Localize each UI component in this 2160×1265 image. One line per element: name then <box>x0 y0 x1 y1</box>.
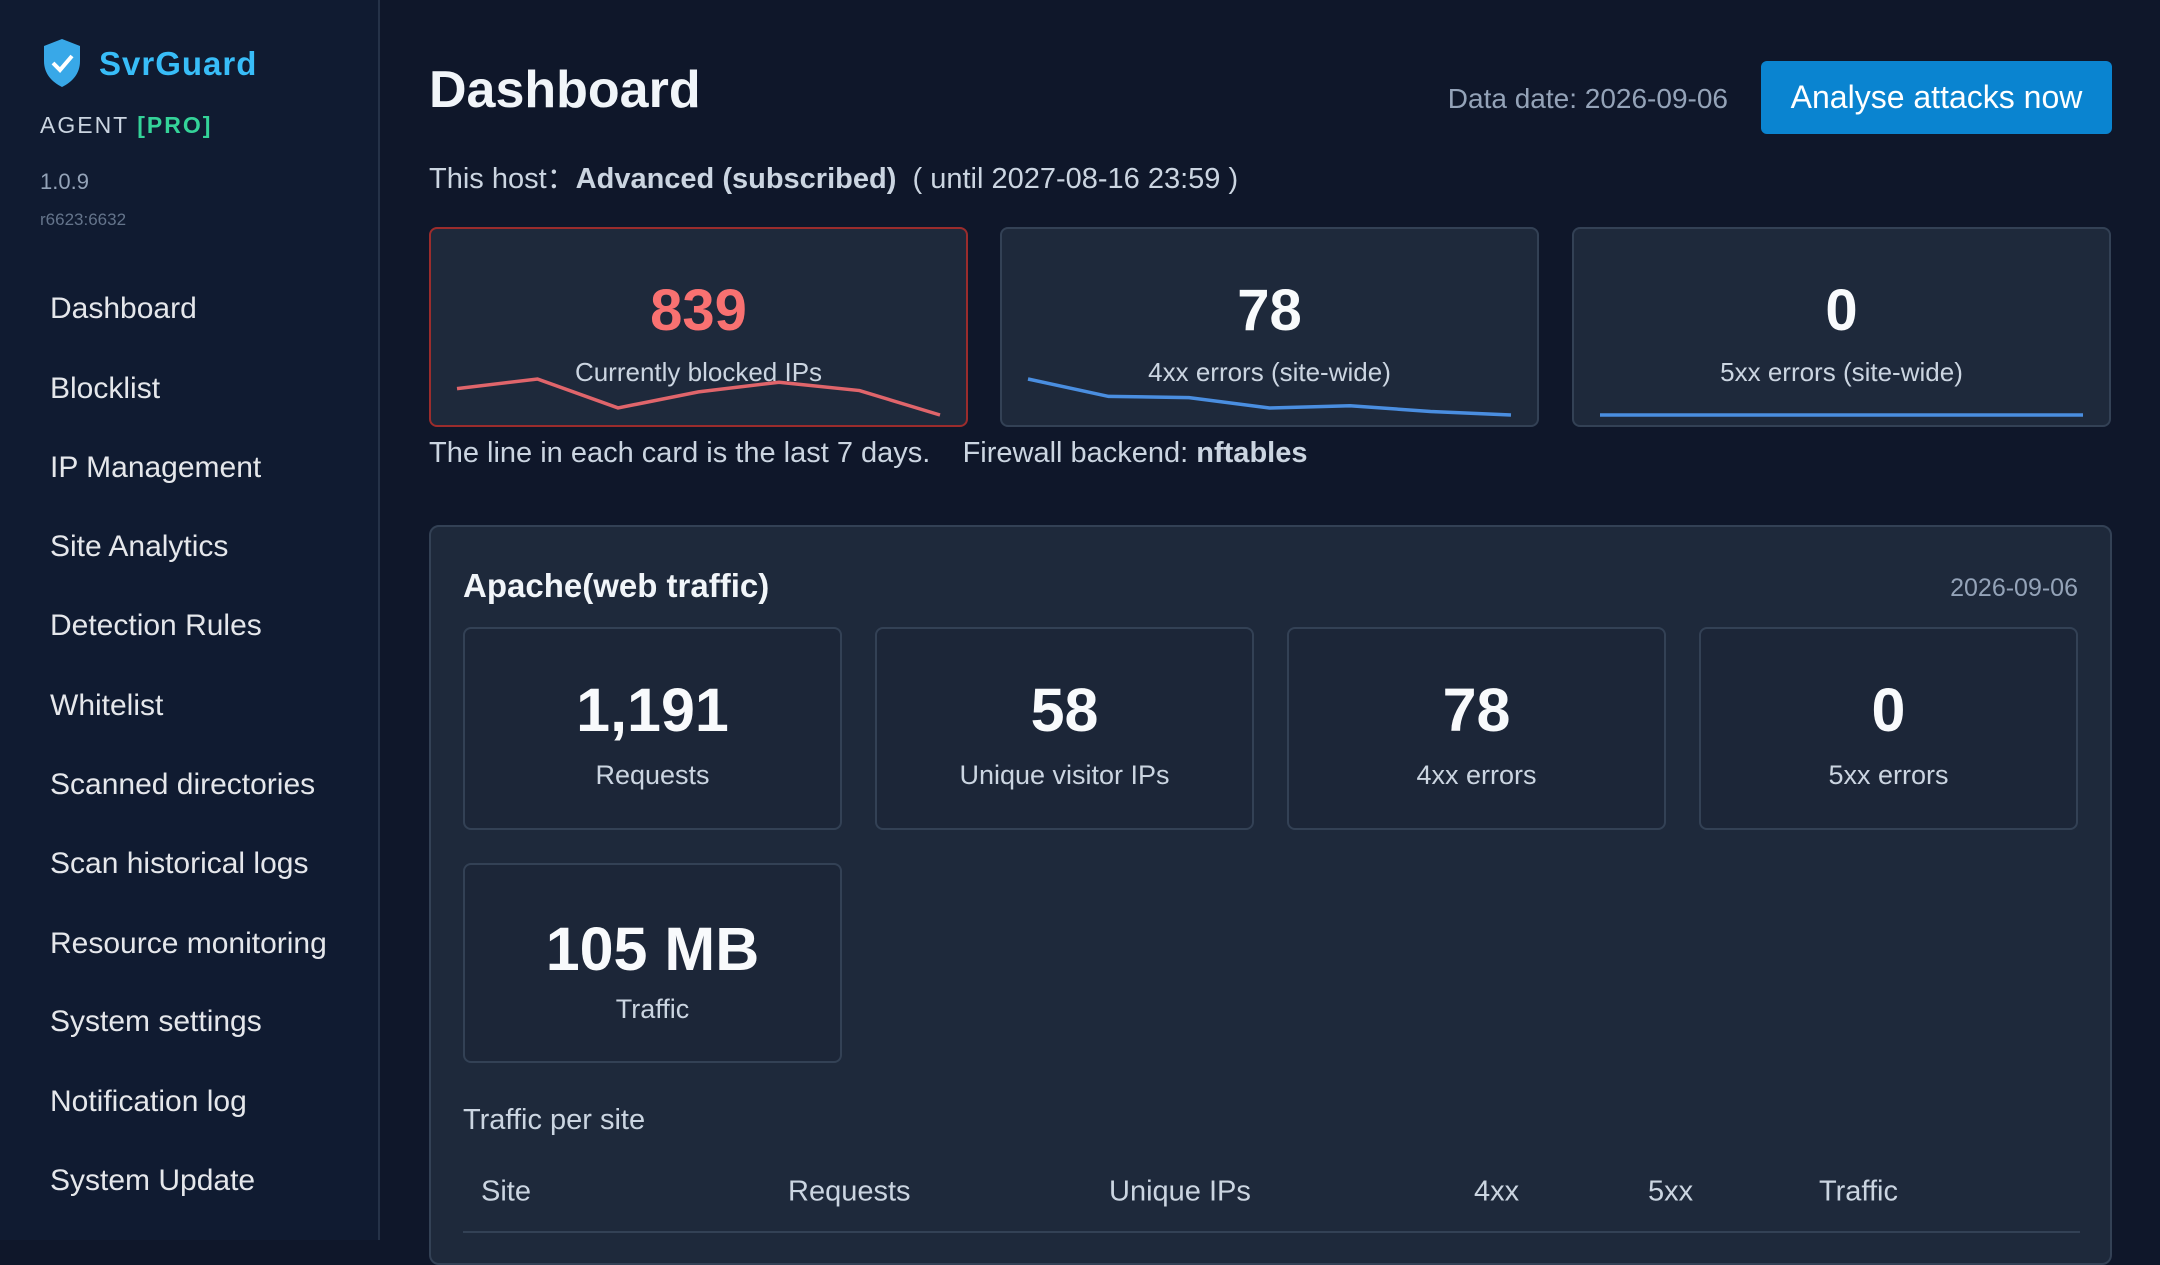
traffic-title: Traffic per site <box>463 1104 646 1136</box>
stat-card: 78 4xx errors (site-wide) <box>1000 227 1539 427</box>
stat-card: 0 5xx errors (site-wide) <box>1572 227 2111 427</box>
agent-label: AGENT <box>40 112 129 138</box>
nav-item[interactable]: Scan historical logs <box>50 847 309 880</box>
sparkline <box>456 377 941 417</box>
nav-item[interactable]: IP Management <box>50 451 262 484</box>
metric-label: Unique visitor IPs <box>959 760 1170 790</box>
page-title: Dashboard <box>429 61 701 119</box>
line-note: The line in each card is the last 7 days… <box>429 437 931 469</box>
metric-label: Requests <box>595 760 710 790</box>
metric-card: 105 MB Traffic <box>463 863 842 1063</box>
plan-badge: [PRO] <box>137 112 213 138</box>
panel-title: Apache(web traffic) <box>463 567 770 604</box>
stat-card: 839 Currently blocked IPs <box>429 227 968 427</box>
nav-item[interactable]: Dashboard <box>50 292 197 325</box>
notes: The line in each card is the last 7 days… <box>429 437 1307 470</box>
nav-item[interactable]: System Update <box>50 1164 256 1197</box>
host-plan: Advanced (subscribed) <box>575 163 897 195</box>
data-date: Data date: 2026-09-06 <box>1447 83 1728 114</box>
version: 1.0.9 <box>40 169 89 194</box>
metric-value: 58 <box>1030 676 1099 744</box>
logo <box>44 39 80 87</box>
metric-value: 78 <box>1442 676 1511 744</box>
nav-item[interactable]: Notification log <box>50 1085 247 1118</box>
trend-line <box>456 377 941 417</box>
host-until: ( until 2027-08-16 23:59 ) <box>912 163 1239 195</box>
table-header: Requests <box>788 1175 911 1208</box>
card-label: 5xx errors (site-wide) <box>1720 357 1963 387</box>
host-line: This host：Advanced (subscribed) ( until … <box>429 155 1238 197</box>
firewall-label: Firewall backend: <box>962 437 1189 469</box>
metric-value: 0 <box>1871 676 1906 744</box>
nav-item[interactable]: System settings <box>50 1005 262 1038</box>
sparkline <box>1600 413 2083 417</box>
metric-value: 1,191 <box>576 676 729 744</box>
table-header: 4xx <box>1474 1175 1520 1208</box>
card-label: 4xx errors (site-wide) <box>1148 357 1391 387</box>
table-header: Site <box>481 1175 531 1208</box>
card-value: 839 <box>650 278 747 343</box>
firewall: nftables <box>1196 437 1308 469</box>
brand: SvrGuard <box>99 45 258 82</box>
agent: AGENT [PRO] <box>40 112 212 139</box>
nav-item[interactable]: Site Analytics <box>50 530 229 563</box>
nav-item[interactable]: Resource monitoring <box>50 927 327 960</box>
metric-label: Traffic <box>615 994 690 1024</box>
table-header: Traffic <box>1819 1175 1898 1208</box>
metric-card: 78 4xx errors <box>1287 627 1666 830</box>
table-header: Unique IPs <box>1109 1175 1251 1208</box>
analyse-button[interactable]: Analyse attacks now <box>1761 61 2112 134</box>
table-rule <box>463 1231 2080 1233</box>
panel-date: 2026-09-06 <box>1950 574 2078 602</box>
card-value: 78 <box>1237 278 1302 343</box>
metric-card: 0 5xx errors <box>1699 627 2078 830</box>
metric-label: 5xx errors <box>1828 760 1949 790</box>
sidebar: SvrGuard AGENT [PRO] 1.0.9 r6623:6632 Da… <box>0 0 380 1240</box>
trend-line <box>1027 377 1512 417</box>
table-header: 5xx <box>1648 1175 1694 1208</box>
host-prefix: This host： <box>429 163 576 195</box>
build: r6623:6632 <box>40 210 127 229</box>
metric-card: 1,191 Requests <box>463 627 842 830</box>
metric-value: 105 MB <box>545 915 760 983</box>
sparkline <box>1027 377 1512 417</box>
metric-label: 4xx errors <box>1416 760 1537 790</box>
card-value: 0 <box>1825 278 1858 343</box>
nav-item[interactable]: Blocklist <box>50 372 161 405</box>
metric-card: 58 Unique visitor IPs <box>875 627 1254 830</box>
nav-item[interactable]: Scanned directories <box>50 768 316 801</box>
nav-item[interactable]: Whitelist <box>50 689 164 722</box>
nav-item[interactable]: Detection Rules <box>50 609 262 642</box>
